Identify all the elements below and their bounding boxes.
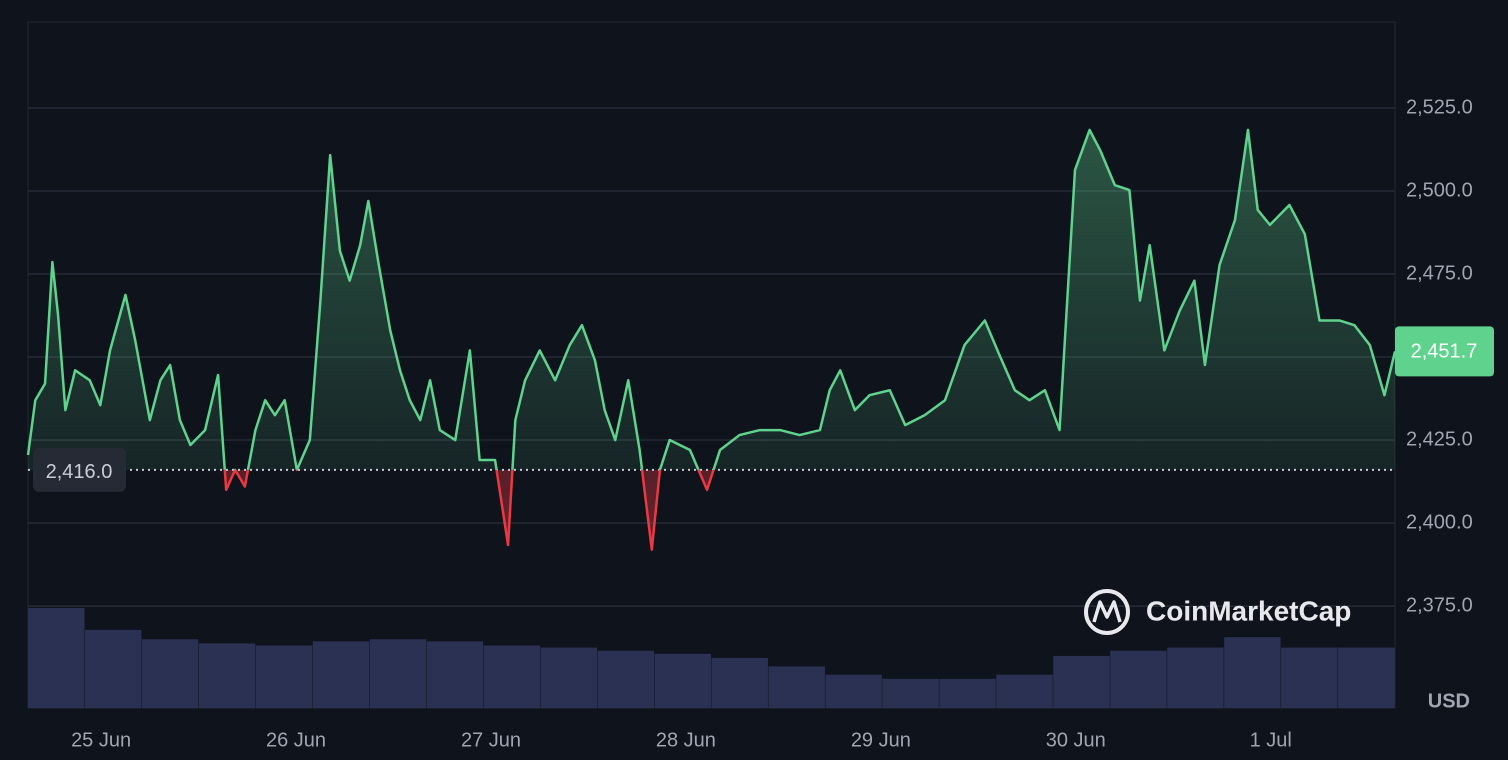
- x-tick-label: 1 Jul: [1250, 729, 1292, 751]
- watermark-text: CoinMarketCap: [1146, 595, 1351, 626]
- volume-bar: [711, 658, 768, 708]
- last-price-box: [1395, 326, 1494, 377]
- volume-bar: [198, 643, 256, 708]
- x-tick-label: 27 Jun: [461, 729, 521, 751]
- y-tick-label: 2,400.0: [1406, 511, 1473, 533]
- volume-bar: [939, 678, 996, 708]
- volume-bar: [255, 645, 313, 708]
- watermark: CoinMarketCap: [1084, 589, 1351, 635]
- y-tick-label: 2,475.0: [1406, 262, 1473, 284]
- price-line-up: [26, 128, 1397, 470]
- x-tick-label: 30 Jun: [1046, 729, 1106, 751]
- volume-bar: [141, 639, 199, 708]
- currency-label: USD: [1428, 690, 1470, 712]
- volume-bar: [369, 639, 427, 708]
- volume-bar: [1110, 650, 1167, 708]
- volume-bar: [597, 650, 655, 708]
- volume-bar: [84, 629, 142, 708]
- baseline-label: 2,416.0: [46, 461, 113, 483]
- volume-bar: [1281, 647, 1338, 708]
- volume-bar: [882, 678, 939, 708]
- volume-bar: [1338, 647, 1395, 708]
- volume-bar: [654, 653, 711, 708]
- volume-bar: [426, 641, 484, 708]
- volume-bar: [28, 608, 85, 708]
- x-tick-label: 26 Jun: [266, 729, 326, 751]
- volume-bar: [540, 647, 598, 708]
- y-tick-label: 2,500.0: [1406, 179, 1473, 201]
- volume-bar: [996, 674, 1053, 708]
- baseline-label-box: [33, 447, 126, 492]
- volume-bar: [825, 674, 882, 708]
- y-tick-label: 2,525.0: [1406, 96, 1473, 118]
- x-tick-label: 28 Jun: [656, 729, 716, 751]
- y-tick-label: 2,425.0: [1406, 428, 1473, 450]
- volume-bar: [1224, 637, 1281, 708]
- x-tick-label: 29 Jun: [851, 729, 911, 751]
- volume-bar: [312, 641, 370, 708]
- x-tick-label: 25 Jun: [71, 729, 131, 751]
- y-tick-label: 2,375.0: [1406, 594, 1473, 616]
- volume-bar: [1167, 647, 1224, 708]
- volume-bar: [483, 645, 541, 708]
- last-price-label: 2,451.7: [1411, 341, 1478, 363]
- volume-bar: [1053, 655, 1110, 708]
- volume-bar: [768, 666, 825, 708]
